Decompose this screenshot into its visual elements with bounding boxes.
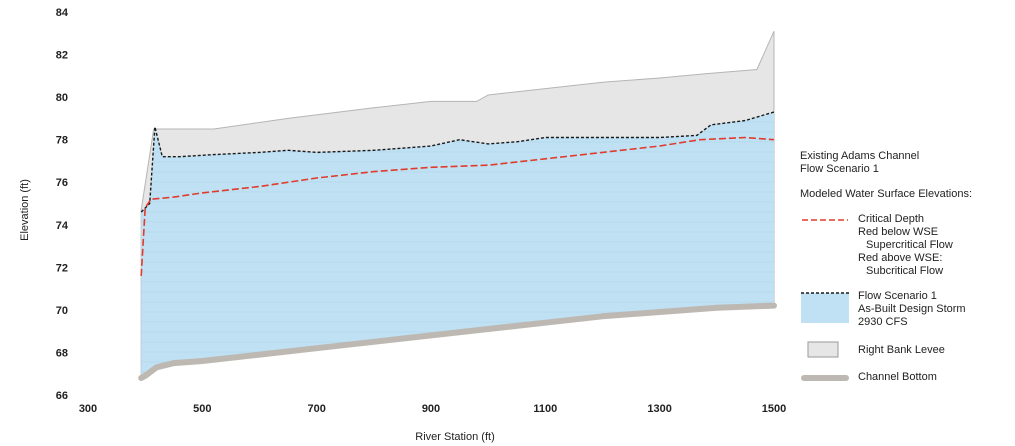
flow-scenario-area xyxy=(141,112,774,378)
x-axis-label: River Station (ft) xyxy=(415,431,494,443)
x-tick-label: 300 xyxy=(79,403,97,415)
critical-depth-line xyxy=(140,136,775,276)
y-tick-label: 68 xyxy=(56,347,68,359)
legend-section-heading: Modeled Water Surface Elevations: xyxy=(800,188,973,200)
y-tick-label: 80 xyxy=(56,92,68,104)
plot-area xyxy=(138,30,777,381)
legend-item-critical-depth: Critical Depth Red below WSE Supercritic… xyxy=(800,213,1012,278)
legend-item-channel-bottom: Channel Bottom xyxy=(800,371,1012,385)
channel-bottom-line xyxy=(138,302,777,381)
x-tick-label: 700 xyxy=(307,403,325,415)
x-tick-label: 1300 xyxy=(647,403,671,415)
x-tick-label: 900 xyxy=(422,403,440,415)
y-tick-label: 76 xyxy=(56,177,68,189)
legend-item-flow-scenario: Flow Scenario 1 As-Built Design Storm 29… xyxy=(800,290,1012,329)
flow-scenario-swatch xyxy=(800,290,850,324)
levee-swatch xyxy=(800,341,850,359)
y-tick-label: 82 xyxy=(56,50,68,62)
x-tick-label: 1500 xyxy=(762,403,786,415)
tick-labels: 300 500 700 900 1100 1300 1500 66 68 70 72 74 76 78 80… xyxy=(56,7,786,415)
flow-scenario-line xyxy=(140,111,775,213)
y-tick-label: 74 xyxy=(56,220,69,232)
y-tick-label: 72 xyxy=(56,262,68,274)
x-tick-label: 1100 xyxy=(533,403,557,415)
y-axis-label: Elevation (ft) xyxy=(19,179,31,241)
legend-title: Existing Adams Channel Flow Scenario 1 xyxy=(800,150,920,175)
legend: Existing Adams Channel Flow Scenario 1 M… xyxy=(800,150,1012,397)
x-tick-label: 500 xyxy=(193,403,211,415)
critical-depth-swatch xyxy=(800,213,850,237)
legend-item-right-bank-levee: Right Bank Levee xyxy=(800,341,1012,359)
channel-bottom-swatch xyxy=(800,371,850,385)
y-tick-label: 78 xyxy=(56,135,68,147)
y-tick-label: 70 xyxy=(56,305,68,317)
y-tick-label: 66 xyxy=(56,390,68,402)
y-tick-label: 84 xyxy=(56,7,69,19)
